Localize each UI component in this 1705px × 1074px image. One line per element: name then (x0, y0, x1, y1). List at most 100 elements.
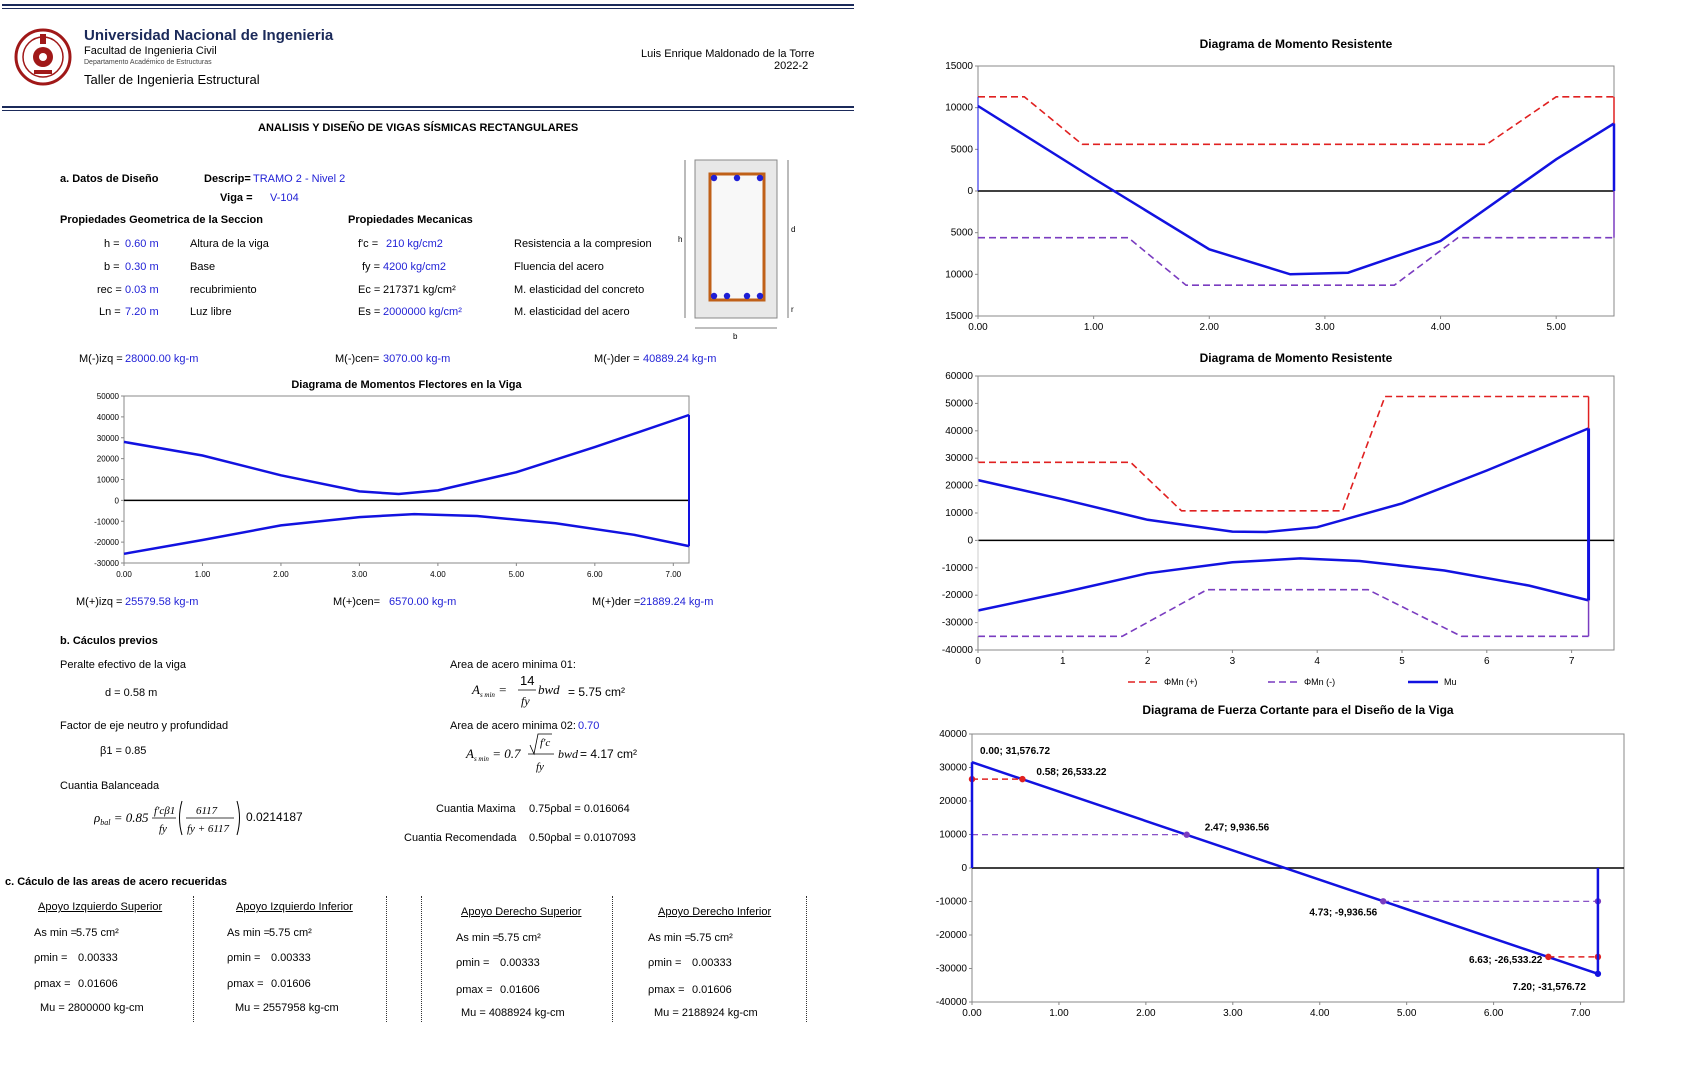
phi-mn-positive-line (978, 96, 1614, 146)
x-tick-label: 7 (1569, 656, 1575, 667)
geom-desc: Base (190, 261, 216, 273)
x-tick-label: 3 (1230, 656, 1236, 667)
rho-min-value: 0.00333 (78, 952, 118, 964)
moment-neg-der-label: M(-)der = (594, 353, 640, 365)
data-label: 0.00; 31,576.72 (980, 746, 1050, 757)
as-min-value: 5.75 cm² (690, 932, 733, 944)
data-point (1019, 775, 1026, 783)
area-min2-value: = 4.17 cm² (580, 747, 638, 761)
y-tick-label: 15000 (945, 311, 973, 322)
area-min2-extra: 0.70 (578, 720, 600, 732)
mech-sym: f'c = (358, 238, 379, 250)
y-tick-label: -40000 (936, 997, 968, 1008)
shear-force-chart: Diagrama de Fuerza Cortante para el Dise… (936, 703, 1625, 1019)
moment-curve-negative (123, 413, 690, 496)
cuantia-bal-label: Cuantia Balanceada (60, 780, 160, 792)
rho-max-label: ρmax = (34, 978, 71, 990)
y-tick-label: -40000 (942, 645, 974, 656)
x-tick-label: 4 (1314, 656, 1320, 667)
rho-max-label: ρmax = (227, 978, 264, 990)
y-tick-label: 40000 (97, 413, 120, 422)
area-min1-label: Area de acero minima 01: (450, 659, 576, 671)
geom-title: Propiedades Geometrica de la Seccion (60, 214, 263, 226)
x-tick-label: 2.00 (1200, 322, 1220, 333)
moment-pos-izq-label: M(+)izq = (76, 596, 123, 608)
y-tick-label: 0 (961, 863, 967, 874)
x-tick-label: 2.00 (273, 570, 289, 579)
y-tick-label: 30000 (97, 434, 120, 443)
rho-min-label: ρmin = (227, 952, 261, 964)
y-tick-label: -10000 (942, 563, 974, 574)
d-value: d = 0.58 m (105, 687, 158, 699)
data-label: 6.63; -26,533.22 (1469, 955, 1543, 966)
y-tick-label: 20000 (945, 481, 973, 492)
section-c-title: c. Cáculo de las areas de acero recuerid… (5, 876, 227, 888)
moment-pos-der-value: 21889.24 kg-m (640, 596, 714, 608)
legend-label: ΦMn (-) (1304, 677, 1335, 687)
data-label: 7.20; -31,576.72 (1513, 982, 1587, 993)
mu-line (977, 427, 1590, 534)
mech-val: 210 kg/cm2 (386, 238, 443, 250)
plot-area (977, 375, 1615, 651)
x-tick-label: 6.00 (587, 570, 603, 579)
x-tick-label: 3.00 (352, 570, 368, 579)
descrip-value: TRAMO 2 - Nivel 2 (253, 173, 346, 185)
descrip-label: Descrip= (204, 173, 251, 185)
rho-min-label: ρmin = (648, 957, 682, 969)
x-tick-label: 4.00 (1431, 322, 1451, 333)
y-tick-label: -20000 (936, 930, 968, 941)
geom-desc: recubrimiento (190, 284, 257, 296)
moment-pos-der-label: M(+)der = (592, 596, 641, 608)
department-name: Departamento Académico de Estructuras (84, 59, 212, 66)
moment-neg-izq-label: M(-)izq = (79, 353, 123, 365)
y-tick-label: 60000 (945, 371, 973, 382)
rho-max-value: 0.01606 (500, 984, 540, 996)
svg-text:ρbal = 0.85: ρbal = 0.85 (94, 810, 149, 827)
rho-max-value: 0.01606 (78, 978, 118, 990)
geom-sym: h = (104, 238, 120, 250)
chart-title: Diagrama de Fuerza Cortante para el Dise… (1142, 703, 1454, 717)
rho-min-value: 0.00333 (271, 952, 311, 964)
rho-min-label: ρmin = (456, 957, 490, 969)
author-name: Luis Enrique Maldonado de la Torre (641, 48, 815, 60)
mu-line (977, 557, 1589, 612)
svg-text:bwd: bwd (558, 747, 579, 761)
mu-value: Mu = 2188924 kg-cm (654, 1007, 758, 1019)
geom-val: 0.03 m (125, 284, 159, 296)
viga-label: Viga = (220, 192, 253, 204)
x-tick-label: 7.00 (1571, 1008, 1591, 1019)
geom-sym: b = (104, 261, 120, 273)
chart-title: Diagrama de Momento Resistente (1200, 351, 1393, 365)
as-min-label: As min = (456, 932, 500, 944)
svg-text:14: 14 (520, 673, 534, 688)
faculty-name: Facultad de Ingenieria Civil (84, 45, 217, 57)
x-tick-label: 0 (975, 656, 981, 667)
mech-desc: Resistencia a la compresion (514, 238, 652, 250)
svg-text:f'c: f'c (540, 737, 550, 749)
x-tick-label: 4.00 (430, 570, 446, 579)
mech-desc: M. elasticidad del concreto (514, 284, 645, 296)
x-tick-label: 2.00 (1136, 1008, 1156, 1019)
y-tick-label: 10000 (945, 103, 973, 114)
rho-balanced-value: 0.0214187 (246, 810, 303, 824)
y-tick-label: 50000 (97, 392, 120, 401)
svg-text:fy: fy (159, 823, 167, 835)
area-min2-formula: As min = 0.7 f'c fy bwd (465, 733, 579, 773)
y-tick-label: 10000 (939, 830, 967, 841)
geom-sym: rec = (97, 284, 122, 296)
rho-max-label: ρmax = (648, 984, 685, 996)
geom-desc: Luz libre (190, 306, 232, 318)
x-tick-label: 1.00 (195, 570, 211, 579)
svg-text:fy: fy (536, 761, 544, 773)
x-tick-label: 7.00 (666, 570, 682, 579)
data-point (1183, 831, 1190, 838)
data-label: 0.58; 26,533.22 (1036, 767, 1106, 778)
phi-mn-negative-line (978, 236, 1614, 286)
peralte-label: Peralte efectivo de la viga (60, 659, 186, 671)
y-tick-label: 10000 (945, 508, 973, 519)
as-min-value: 5.75 cm² (269, 927, 312, 939)
section-b-title: b. Cáculos previos (60, 635, 158, 647)
steel-col-title: Apoyo Izquierdo Superior (38, 901, 163, 913)
y-tick-label: 5000 (951, 228, 974, 239)
legend-label: ΦMn (+) (1164, 677, 1197, 687)
